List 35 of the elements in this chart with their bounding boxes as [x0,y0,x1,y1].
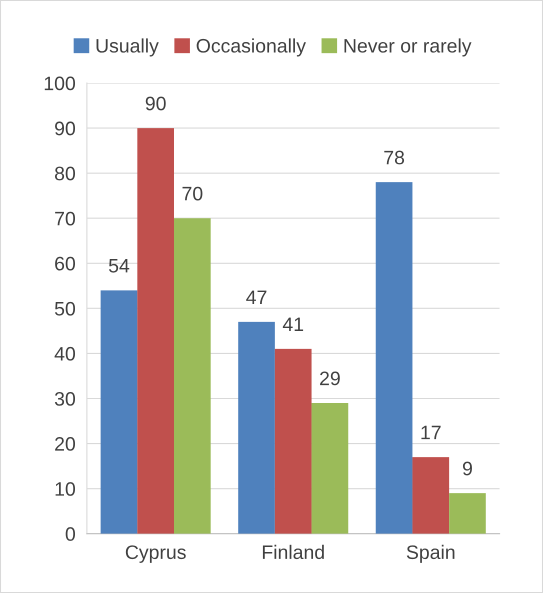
y-tick-label: 100 [44,76,76,90]
legend-label: Usually [96,38,159,57]
bar [100,290,138,534]
bar [312,403,348,534]
data-label: 29 [320,372,340,386]
y-tick-label: 80 [54,166,76,180]
bar [449,493,486,534]
x-tick-label: Spain [406,544,454,563]
data-label: 78 [384,150,404,164]
y-tick-label: 50 [54,302,76,316]
data-label: 54 [108,259,130,273]
y-tick-label: 0 [66,527,76,541]
x-tick-label: Cyprus [126,545,186,563]
y-tick-label: 90 [55,122,76,136]
data-label: 70 [182,186,202,200]
y-tick-label: 20 [55,437,76,451]
data-label: 9 [462,462,472,476]
data-label: 90 [146,96,166,110]
bar [174,218,211,534]
bar [238,322,275,534]
bar [412,457,450,534]
data-label: 47 [246,290,266,304]
bar [274,348,312,534]
y-tick-label: 30 [54,392,76,406]
data-label: 17 [421,426,441,440]
y-tick-label: 40 [54,346,76,361]
legend-label: Occasionally [196,38,306,57]
y-tick-label: 10 [56,482,76,496]
data-label: 41 [282,318,304,331]
legend-label: Never or rarely [344,38,472,57]
y-tick-label: 60 [55,256,76,271]
bar [137,128,174,534]
y-tick-label: 70 [55,212,76,226]
bar [376,182,412,534]
x-tick-label: Finland [262,544,324,560]
